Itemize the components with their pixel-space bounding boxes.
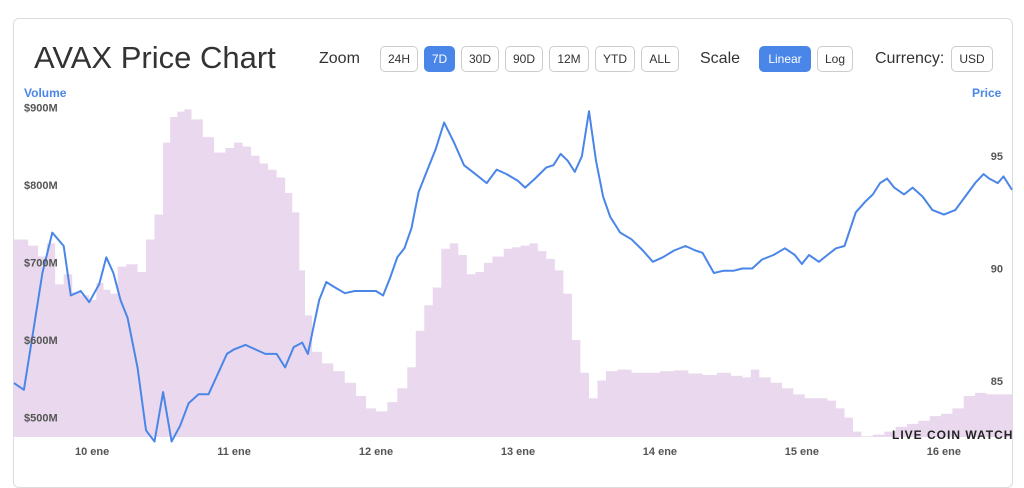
volume-axis-title: Volume [24, 86, 67, 100]
price-tick-label: 85 [991, 376, 1003, 388]
volume-tick-label: $800M [24, 180, 58, 192]
zoom-button-90d[interactable]: 90D [505, 46, 543, 72]
volume-area-layer [14, 109, 1012, 437]
date-tick-label: 12 ene [359, 446, 393, 458]
scale-button-log[interactable]: Log [817, 46, 853, 72]
zoom-button-30d[interactable]: 30D [461, 46, 499, 72]
price-line-layer [13, 110, 1013, 443]
price-tick-label: 95 [991, 151, 1003, 163]
volume-area [14, 109, 1012, 437]
date-tick-label: 13 ene [501, 446, 535, 458]
volume-tick-label: $700M [24, 258, 58, 270]
scale-label: Scale [700, 50, 741, 67]
page-title: AVAX Price Chart [34, 40, 276, 75]
live-coin-watch-logo: LIVE COIN WATCH [892, 428, 1014, 442]
date-tick-label: 16 ene [927, 446, 961, 458]
date-tick-label: 10 ene [75, 446, 109, 458]
volume-tick-label: $900M [24, 103, 58, 115]
zoom-button-all[interactable]: ALL [641, 46, 679, 72]
zoom-button-ytd[interactable]: YTD [595, 46, 635, 72]
price-axis-ticks: 85 90 95 [991, 151, 1003, 388]
volume-tick-label: $500M [24, 413, 58, 425]
zoom-button-7d[interactable]: 7D [424, 46, 455, 72]
zoom-label: Zoom [319, 50, 360, 67]
scale-button-linear[interactable]: Linear [759, 46, 811, 72]
price-tick-label: 90 [991, 264, 1003, 276]
date-tick-label: 14 ene [643, 446, 677, 458]
zoom-button-24h[interactable]: 24H [380, 46, 418, 72]
date-tick-label: 15 ene [785, 446, 819, 458]
date-axis-ticks: 10 ene 11 ene 12 ene 13 ene 14 ene 15 ene 16 e… [75, 446, 961, 458]
volume-tick-label: $600M [24, 335, 58, 347]
currency-button[interactable]: USD [951, 46, 993, 72]
currency-label: Currency: [875, 50, 945, 67]
volume-axis-ticks: $500M $600M $700M $800M $900M [24, 103, 58, 425]
price-line [13, 110, 1013, 443]
zoom-button-12m[interactable]: 12M [549, 46, 589, 72]
date-tick-label: 11 ene [217, 446, 251, 458]
price-axis-title: Price [972, 86, 1002, 100]
